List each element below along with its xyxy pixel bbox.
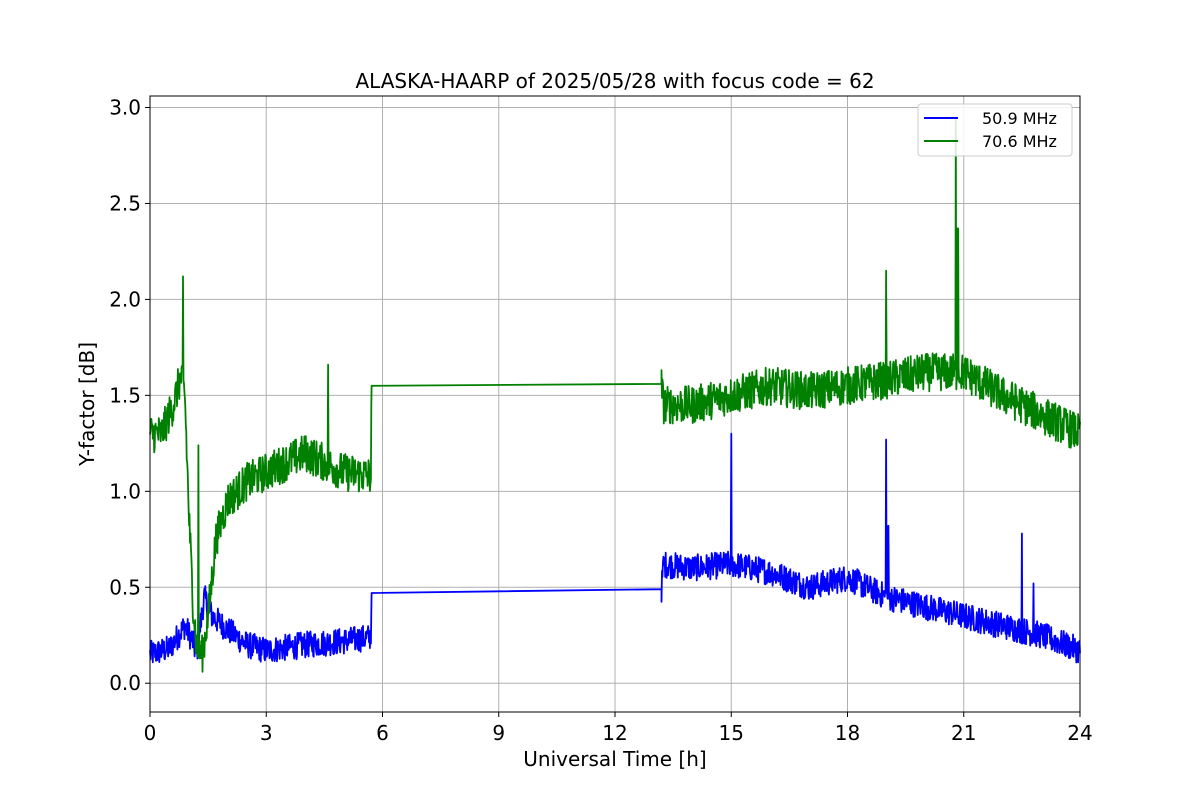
y-tick-label: 1.0: [109, 479, 141, 503]
series-line-50-9-mhz: [149, 432, 1081, 664]
y-tick-label: 2.0: [109, 287, 141, 311]
ticks: 0 3 6 9 12 15 18 21 24 0.0 0.5 1.0 1.5 2.0 2.5 3.0: [109, 96, 1093, 745]
legend-label: 70.6 MHz: [982, 132, 1057, 151]
x-tick-label: 21: [951, 721, 976, 745]
x-tick-label: 9: [492, 721, 505, 745]
x-tick-label: 18: [835, 721, 860, 745]
y-tick-label: 0.0: [109, 671, 141, 695]
x-axis-title: Universal Time [h]: [523, 747, 706, 771]
y-tick-label: 0.5: [109, 575, 141, 599]
series-layer: [149, 116, 1081, 673]
y-tick-label: 2.5: [109, 191, 141, 215]
x-tick-label: 6: [376, 721, 389, 745]
x-tick-label: 12: [602, 721, 627, 745]
x-tick-label: 15: [719, 721, 744, 745]
y-axis-title: Y-factor [dB]: [75, 342, 99, 467]
chart-title: ALASKA-HAARP of 2025/05/28 with focus co…: [355, 69, 874, 93]
legend-label: 50.9 MHz: [982, 109, 1057, 128]
x-tick-label: 0: [144, 721, 157, 745]
x-tick-label: 3: [260, 721, 273, 745]
series-line-70-6-mhz: [149, 116, 1081, 673]
y-tick-label: 3.0: [109, 96, 141, 120]
y-tick-label: 1.5: [109, 383, 141, 407]
x-tick-label: 24: [1067, 721, 1092, 745]
legend: 50.9 MHz 70.6 MHz: [917, 103, 1073, 157]
